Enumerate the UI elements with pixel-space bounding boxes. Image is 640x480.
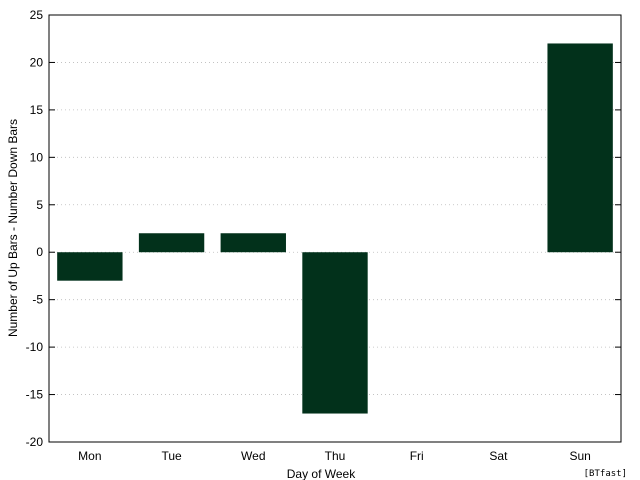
x-tick-label-wed: Wed [241, 449, 265, 463]
x-axis-title: Day of Week [287, 467, 356, 480]
source-annotation: [BTfast] [584, 469, 627, 479]
y-tick-label: -5 [32, 293, 43, 307]
plot-frame [48, 14, 622, 443]
gridlines [49, 62, 621, 395]
y-tick-label: -10 [26, 340, 44, 354]
bar-wed [220, 233, 286, 253]
y-tick-label: 0 [36, 245, 43, 259]
y-tick-label: -20 [26, 435, 44, 449]
y-axis-ticks: -20 -15 -10 -5 0 5 10 15 20 25 [26, 8, 621, 449]
y-tick-label: -15 [26, 388, 44, 402]
bar-tue [138, 233, 205, 253]
x-axis-ticks: Mon Tue Wed Thu Fri Sat Sun [78, 449, 591, 463]
y-tick-label: 5 [36, 198, 43, 212]
bar-mon [57, 252, 123, 281]
bars [57, 43, 613, 414]
x-tick-label-fri: Fri [410, 449, 424, 463]
x-tick-label-tue: Tue [161, 449, 182, 463]
y-axis-title: Number of Up Bars - Number Down Bars [6, 119, 20, 337]
x-tick-label-mon: Mon [78, 449, 101, 463]
x-tick-label-sun: Sun [569, 449, 590, 463]
x-tick-label-thu: Thu [325, 449, 346, 463]
y-tick-label: 25 [30, 8, 44, 22]
y-tick-label: 15 [30, 103, 44, 117]
y-tick-label: 10 [30, 150, 44, 164]
y-tick-label: 20 [30, 55, 44, 69]
bar-thu [302, 252, 368, 414]
bar-sun [547, 43, 613, 253]
x-tick-label-sat: Sat [489, 449, 508, 463]
